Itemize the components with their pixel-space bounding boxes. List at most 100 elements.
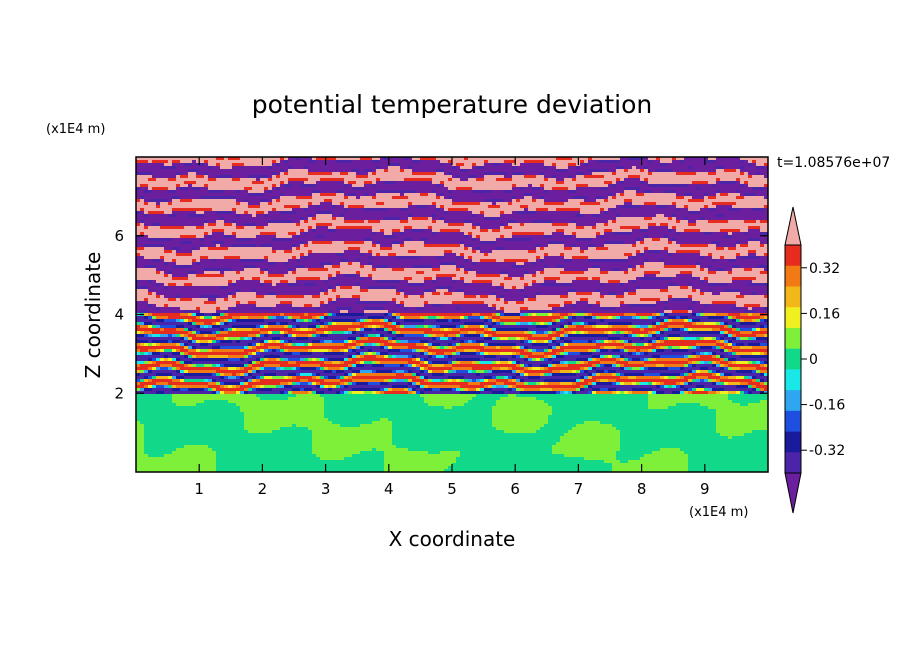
contour-cell <box>252 211 257 215</box>
contour-cell <box>368 223 373 227</box>
contour-cell <box>384 160 389 164</box>
contour-cell <box>740 229 745 233</box>
contour-cell <box>300 181 305 185</box>
contour-cell <box>752 190 757 194</box>
contour-cell <box>292 229 297 233</box>
contour-cell <box>764 187 768 191</box>
contour-cell <box>716 193 721 197</box>
contour-cell <box>392 178 397 182</box>
contour-cell <box>552 226 557 230</box>
contour-cell <box>196 211 201 215</box>
contour-cell <box>196 220 201 224</box>
contour-cell <box>168 247 173 251</box>
contour-cell <box>488 238 493 242</box>
contour-cell <box>700 217 705 221</box>
contour-cell <box>608 199 613 203</box>
contour-cell <box>468 190 473 194</box>
contour-cell <box>332 193 337 197</box>
contour-cell <box>292 202 297 206</box>
contour-cell <box>348 187 353 191</box>
contour-cell <box>352 244 357 248</box>
contour-cell <box>280 190 285 194</box>
contour-cell <box>392 250 397 254</box>
contour-cell <box>564 247 569 251</box>
contour-cell <box>708 172 713 176</box>
contour-cell <box>512 190 517 194</box>
contour-cell <box>700 235 705 239</box>
contour-cell <box>516 169 521 173</box>
contour-cell <box>180 205 185 209</box>
contour-cell <box>416 223 421 227</box>
contour-cell <box>256 241 261 245</box>
contour-cell <box>264 184 269 188</box>
contour-cell <box>216 163 221 167</box>
contour-cell <box>548 235 553 239</box>
contour-cell <box>348 229 353 233</box>
contour-cell <box>720 157 725 161</box>
contour-cell <box>240 178 245 182</box>
contour-cell <box>464 220 469 224</box>
contour-cell <box>344 232 349 236</box>
contour-cell <box>336 193 341 197</box>
contour-cell <box>744 247 749 251</box>
contour-cell <box>656 211 661 215</box>
contour-cell <box>464 157 469 161</box>
contour-cell <box>564 160 569 164</box>
contour-cell <box>596 211 601 215</box>
contour-cell <box>456 187 461 191</box>
contour-cell <box>192 175 197 179</box>
contour-cell <box>376 232 381 236</box>
contour-cell <box>360 223 365 227</box>
contour-cell <box>536 169 541 173</box>
contour-cell <box>520 211 525 215</box>
contour-cell <box>728 190 733 194</box>
contour-cell <box>628 169 633 173</box>
contour-cell <box>236 175 241 179</box>
contour-cell <box>472 238 477 242</box>
contour-cell <box>176 208 181 212</box>
contour-cell <box>720 178 725 182</box>
contour-cell <box>744 235 749 239</box>
contour-cell <box>696 175 701 179</box>
contour-cell <box>216 187 221 191</box>
contour-cell <box>288 244 293 248</box>
contour-cell <box>176 169 181 173</box>
contour-cell <box>520 181 525 185</box>
contour-cell <box>152 160 157 164</box>
contour-cell <box>324 238 329 242</box>
contour-cell <box>424 205 429 209</box>
contour-cell <box>296 163 301 167</box>
contour-cell <box>572 181 577 185</box>
contour-cell <box>456 196 461 200</box>
contour-cell <box>596 169 601 173</box>
contour-cell <box>460 157 465 161</box>
contour-cell <box>272 196 277 200</box>
contour-cell <box>536 178 541 182</box>
contour-cell <box>500 250 505 254</box>
contour-cell <box>212 178 217 182</box>
contour-cell <box>604 226 609 230</box>
contour-cell <box>640 193 645 197</box>
contour-cell <box>588 160 593 164</box>
contour-cell <box>240 217 245 221</box>
contour-cell <box>608 193 613 197</box>
contour-cell <box>272 241 277 245</box>
contour-cell <box>548 160 553 164</box>
contour-cell <box>340 235 345 239</box>
contour-cell <box>160 241 165 245</box>
contour-cell <box>748 163 753 167</box>
contour-cell <box>180 247 185 251</box>
contour-cell <box>188 244 193 248</box>
contour-cell <box>168 202 173 206</box>
contour-cell <box>484 178 489 182</box>
contour-cell <box>468 232 473 236</box>
contour-cell <box>524 217 529 221</box>
contour-cell <box>688 184 693 188</box>
contour-cell <box>168 163 173 167</box>
contour-cell <box>568 205 573 209</box>
contour-cell <box>404 175 409 179</box>
contour-cell <box>288 193 293 197</box>
contour-cell <box>660 247 665 251</box>
contour-cell <box>144 169 149 173</box>
contour-cell <box>508 169 513 173</box>
